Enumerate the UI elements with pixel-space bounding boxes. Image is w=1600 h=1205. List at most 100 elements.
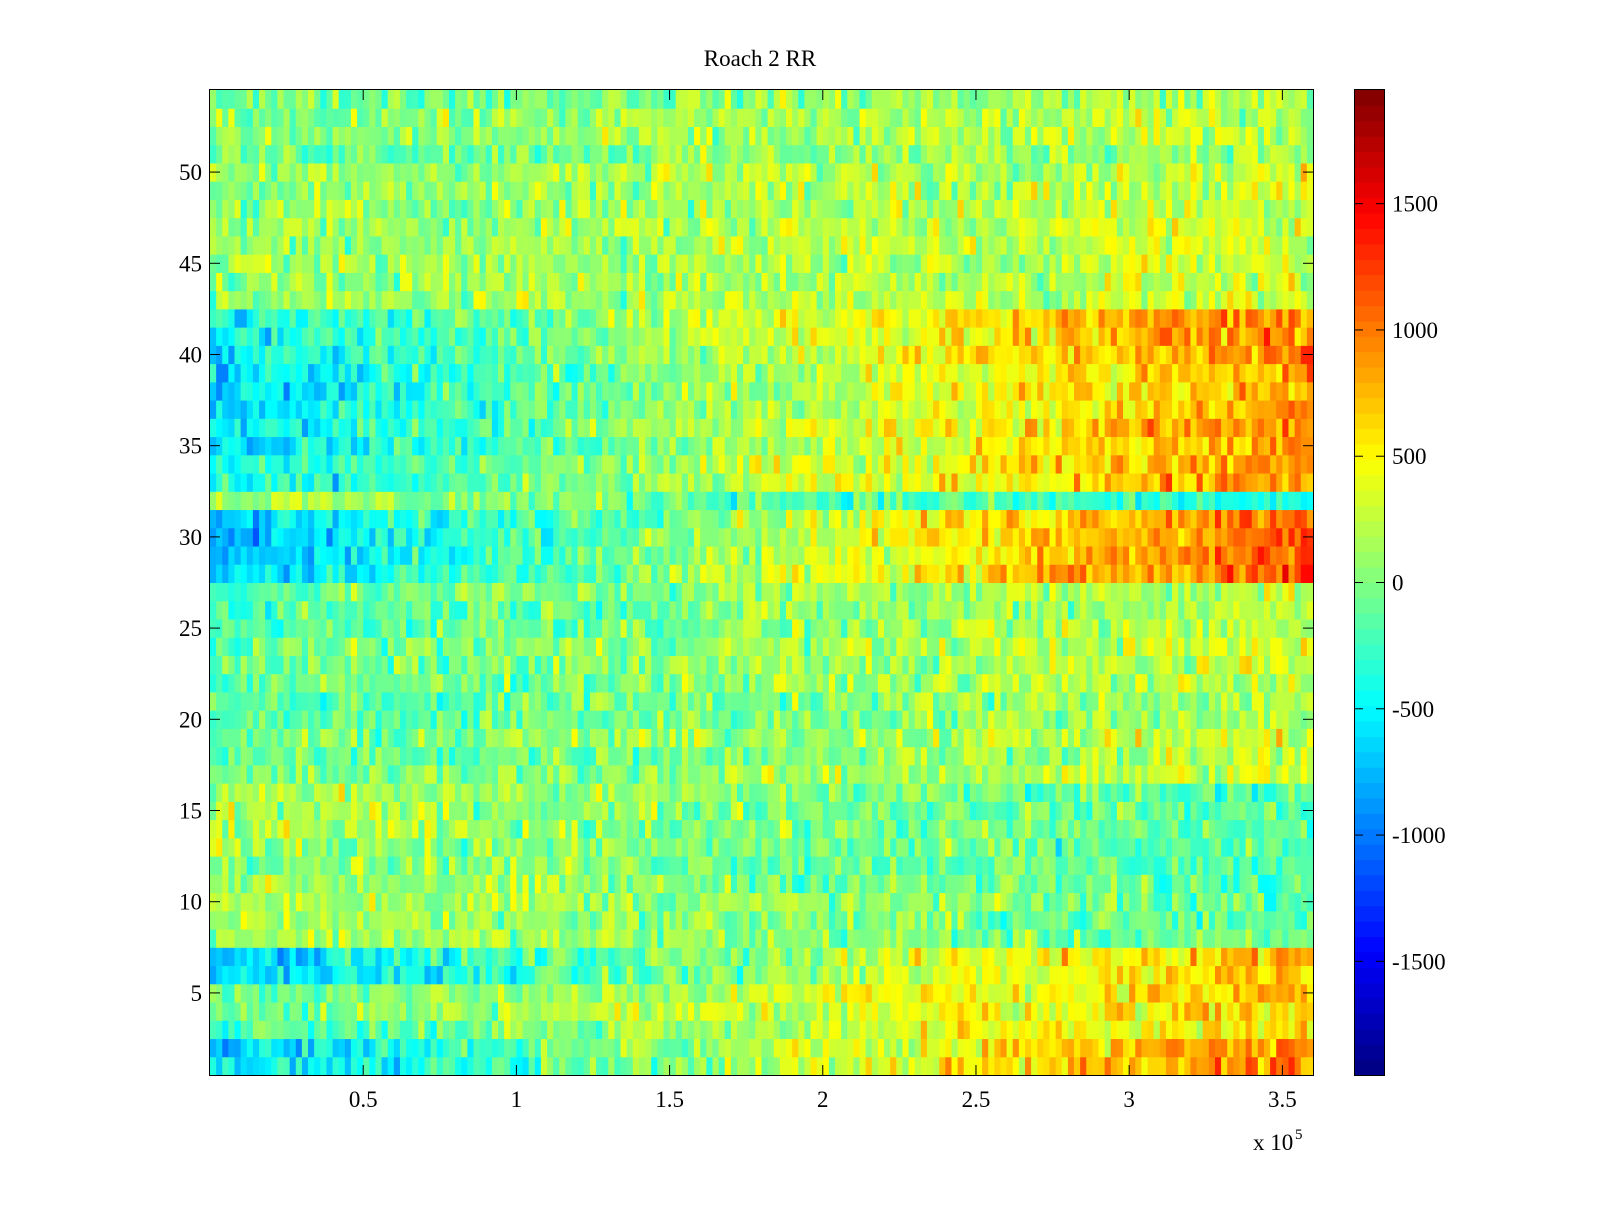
heatmap-cell: [436, 1056, 444, 1076]
heatmap-cell: [461, 637, 468, 656]
heatmap-cell: [700, 983, 707, 1003]
heatmap-cell: [1104, 600, 1112, 620]
heatmap-cell: [1092, 728, 1100, 748]
heatmap-cell: [651, 764, 658, 784]
heatmap-cell: [786, 655, 793, 675]
heatmap-cell: [939, 637, 946, 656]
heatmap-cell: [1092, 929, 1100, 948]
heatmap-cell: [234, 1002, 242, 1021]
heatmap-cell: [295, 1020, 303, 1040]
heatmap-cell: [1294, 947, 1302, 967]
heatmap-cell: [645, 929, 652, 948]
heatmap-cell: [540, 691, 548, 711]
heatmap-cell: [645, 837, 652, 857]
heatmap-cell: [1135, 637, 1142, 656]
heatmap-cell: [871, 856, 879, 875]
heatmap-cell: [896, 1020, 903, 1040]
heatmap-cell: [945, 710, 952, 729]
heatmap-cell: [534, 874, 542, 894]
heatmap-cell: [761, 1020, 769, 1040]
heatmap-cell: [982, 1038, 989, 1058]
heatmap-cell: [534, 673, 542, 693]
heatmap-cell: [1135, 983, 1142, 1003]
heatmap-cell: [234, 1056, 242, 1076]
heatmap-cell: [565, 637, 573, 656]
heatmap-cell: [902, 600, 910, 620]
heatmap-cell: [387, 947, 395, 967]
heatmap-cell: [1031, 710, 1038, 729]
heatmap-cell: [657, 801, 664, 821]
heatmap-cell: [1141, 600, 1149, 620]
heatmap-cell: [700, 728, 707, 748]
heatmap-cell: [424, 801, 432, 821]
heatmap-cell: [651, 892, 658, 912]
heatmap-cell: [1208, 1020, 1216, 1040]
heatmap-cell: [773, 929, 781, 948]
heatmap-cell: [939, 746, 946, 766]
heatmap-cell: [1135, 582, 1142, 602]
heatmap-cell: [651, 910, 658, 930]
heatmap-cell: [522, 874, 530, 894]
heatmap-cell: [614, 783, 622, 802]
heatmap-cell: [724, 582, 732, 602]
heatmap-cell: [430, 947, 438, 967]
heatmap-cell: [1196, 600, 1204, 620]
heatmap-cell: [816, 892, 824, 912]
heatmap-cell: [988, 728, 995, 748]
heatmap-cell: [804, 691, 812, 711]
heatmap-cell: [442, 983, 450, 1003]
heatmap-cell: [632, 1002, 640, 1021]
heatmap-cell: [730, 1002, 738, 1021]
heatmap-cell: [1098, 837, 1106, 857]
heatmap-cell: [933, 947, 940, 967]
heatmap-cell: [387, 655, 395, 675]
heatmap-cell: [626, 637, 634, 656]
heatmap-cell: [406, 856, 413, 875]
heatmap-cell: [908, 983, 916, 1003]
heatmap-cell: [657, 691, 664, 711]
heatmap-cell: [295, 801, 303, 821]
heatmap-cell: [755, 947, 762, 967]
heatmap-cell: [1221, 837, 1228, 857]
heatmap-cell: [755, 819, 762, 839]
heatmap-cell: [773, 801, 781, 821]
heatmap-cell: [939, 874, 946, 894]
heatmap-cell: [804, 801, 812, 821]
heatmap-cell: [749, 1020, 756, 1040]
heatmap-cell: [1276, 819, 1283, 839]
heatmap-cell: [755, 746, 762, 766]
heatmap-cell: [1208, 728, 1216, 748]
heatmap-cell: [1006, 710, 1014, 729]
heatmap-cell: [1300, 1020, 1308, 1040]
heatmap-cell: [393, 673, 401, 693]
heatmap-cell: [1110, 1056, 1118, 1076]
heatmap-cell: [357, 874, 364, 894]
heatmap-cell: [1178, 837, 1185, 857]
heatmap-cell: [835, 819, 842, 839]
heatmap-cell: [1092, 837, 1100, 857]
heatmap-cell: [375, 673, 383, 693]
heatmap-cell: [982, 1002, 989, 1021]
heatmap-cell: [265, 618, 272, 638]
heatmap-cell: [1184, 965, 1191, 985]
heatmap-cell: [295, 564, 303, 583]
heatmap-cell: [363, 673, 370, 693]
heatmap-cell: [1214, 837, 1222, 857]
heatmap-cell: [975, 1056, 983, 1076]
heatmap-cell: [957, 600, 965, 620]
heatmap-cell: [271, 819, 278, 839]
heatmap-cell: [712, 1002, 720, 1021]
heatmap-cell: [399, 874, 407, 894]
heatmap-cell: [350, 691, 358, 711]
heatmap-cell: [810, 837, 818, 857]
heatmap-cell: [908, 1020, 916, 1040]
heatmap-cell: [865, 691, 873, 711]
heatmap-cell: [822, 728, 830, 748]
heatmap-cell: [1190, 1056, 1198, 1076]
heatmap-cell: [1123, 1056, 1130, 1076]
heatmap-cell: [1251, 1056, 1259, 1076]
heatmap-cell: [945, 764, 952, 784]
heatmap-cell: [1043, 837, 1051, 857]
heatmap-cell: [736, 965, 744, 985]
heatmap-cell: [308, 929, 315, 948]
